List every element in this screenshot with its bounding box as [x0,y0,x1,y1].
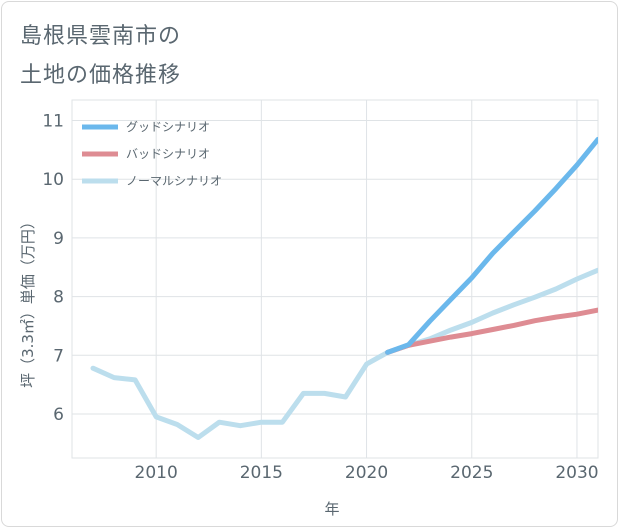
plot-area [71,99,599,459]
series-line-1 [385,136,598,355]
y-tick-label: 7 [53,346,64,366]
series-line-3 [90,267,598,440]
y-tick-label: 9 [53,229,64,249]
y-axis-ticks: 6 7 8 9 10 11 [42,112,64,425]
legend-label-2: バッドシナリオ [126,147,210,161]
legend-label-1: グッドシナリオ [126,120,210,134]
chart-title-line-1: 島根県雲南市の [20,24,182,49]
y-tick-label: 10 [42,170,64,190]
y-tick-label: 11 [42,112,64,132]
series-lines [90,136,598,440]
legend-label-3: ノーマルシナリオ [126,174,222,188]
x-tick-label: 2020 [345,463,388,483]
x-axis-label: 年 [324,500,339,518]
y-tick-label: 6 [53,405,64,425]
x-tick-label: 2015 [240,463,283,483]
series-line-2 [385,307,598,355]
x-tick-label: 2025 [450,463,493,483]
x-tick-label: 2030 [555,463,598,483]
x-tick-label: 2010 [135,463,178,483]
chart-title-line-2: 土地の価格推移 [20,63,182,88]
grid [71,99,599,459]
y-tick-label: 8 [53,288,64,308]
y-axis-label: 坪（3.3㎡）単価（万円） [19,214,37,388]
x-axis-ticks: 2010 2015 2020 2025 2030 [135,463,599,483]
